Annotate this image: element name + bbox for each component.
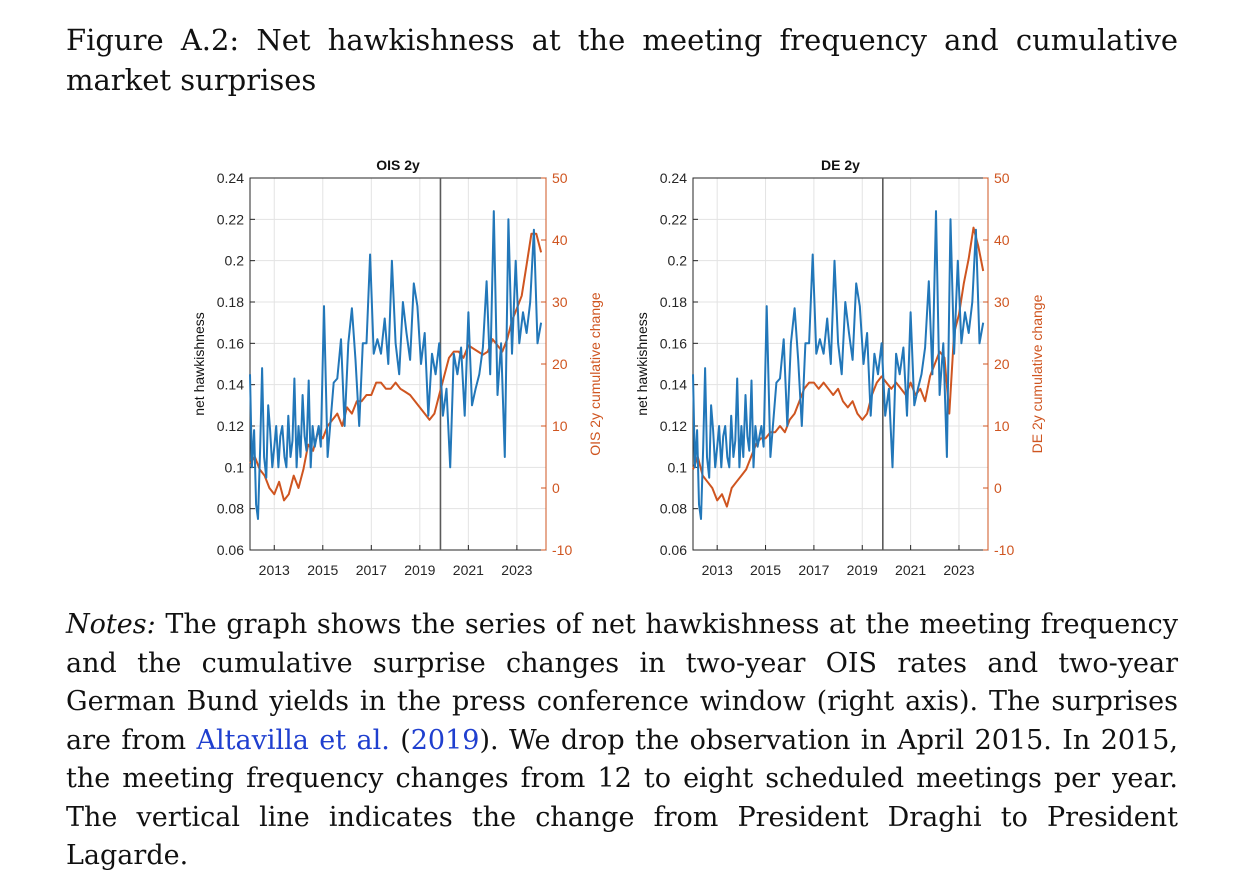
chart-1-xtick-label: 2015: [307, 562, 338, 578]
chart-1-ytick-left-label: 0.1: [225, 459, 245, 475]
chart-1-ytick-right-label: 0: [552, 480, 560, 496]
figure-notes: Notes: The graph shows the series of net…: [66, 606, 1178, 876]
chart-1-ylabel-left: net hawkishness: [191, 312, 207, 416]
chart-1-ytick-right-label: 40: [552, 232, 568, 248]
chart-2-ytick-left-label: 0.12: [660, 418, 687, 434]
chart-1-series-cumulative-change-line: [249, 232, 543, 502]
chart-2-ytick-left-label: 0.1: [668, 459, 688, 475]
chart-1-xtick-label: 2019: [404, 562, 435, 578]
chart-1-ytick-right-label: 30: [552, 294, 568, 310]
chart-1-ytick-left-label: 0.14: [217, 377, 244, 393]
chart-2-xtick-label: 2023: [943, 562, 974, 578]
chart-2-xtick-label: 2013: [702, 562, 733, 578]
chart-1-ytick-left-label: 0.08: [217, 501, 244, 517]
chart-1-ytick-right-label: 50: [552, 170, 568, 186]
notes-label: Notes:: [66, 609, 156, 640]
chart-1-xtick-label: 2021: [453, 562, 484, 578]
chart-2-xtick-label: 2019: [847, 562, 878, 578]
chart-1-ytick-right-label: -10: [552, 542, 572, 558]
chart-1-ytick-left-label: 0.06: [217, 542, 244, 558]
citation-close: ).: [479, 724, 499, 756]
chart-1-ytick-left-label: 0.2: [225, 253, 245, 269]
chart-2-ytick-right-label: 20: [994, 356, 1010, 372]
chart-1-xtick-label: 2017: [356, 562, 387, 578]
chart-2-ylabel-right: DE 2y cumulative change: [1029, 294, 1045, 453]
chart-2-xtick-label: 2021: [895, 562, 926, 578]
chart-1-ytick-left-label: 0.22: [217, 211, 244, 227]
chart-2-series-cumulative-change-line: [692, 226, 985, 508]
chart-1-title: OIS 2y: [376, 157, 420, 173]
chart-2-ytick-left-label: 0.22: [660, 211, 687, 227]
chart-1-ytick-right-label: 10: [552, 418, 568, 434]
figure-charts: 0.06 0.08 0.1 0.12 0.14 0.16 0.18 0.2 0.22 0.24 -1…: [191, 157, 1045, 578]
chart-1-ytick-left-label: 0.18: [217, 294, 244, 310]
chart-2-ytick-left-label: 0.24: [660, 170, 687, 186]
chart-2-ytick-right-label: 0: [994, 480, 1002, 496]
chart-1-ytick-left-label: 0.12: [217, 418, 244, 434]
chart-1-ylabel-right: OIS 2y cumulative change: [587, 292, 603, 456]
chart-2-ytick-left-label: 0.18: [660, 294, 687, 310]
figure-caption: Figure A.2: Net hawkishness at the meeti…: [66, 20, 1178, 100]
chart-2-ytick-right-label: -10: [994, 542, 1014, 558]
chart-2-ytick-right-label: 50: [994, 170, 1010, 186]
chart-2-xtick-label: 2017: [798, 562, 829, 578]
citation-open: (: [389, 724, 411, 756]
chart-2-ytick-left-label: 0.2: [668, 253, 688, 269]
chart-1-xtick-label: 2023: [501, 562, 532, 578]
chart-2-ytick-right-label: 10: [994, 418, 1010, 434]
chart-2-ylabel-left: net hawkishness: [634, 312, 650, 416]
chart-2-ytick-right-label: 40: [994, 232, 1010, 248]
chart-2-xtick-label: 2015: [750, 562, 781, 578]
chart-1-ytick-right-label: 20: [552, 356, 568, 372]
chart-1-xtick-label: 2013: [259, 562, 290, 578]
chart-2-title: DE 2y: [821, 157, 860, 173]
chart-1-ytick-left-label: 0.24: [217, 170, 244, 186]
chart-1-series-net-hawkishness-line: [249, 210, 543, 520]
chart-1-ytick-left-label: 0.16: [217, 335, 244, 351]
caption-text: Figure A.2: Net hawkishness at the meeti…: [66, 23, 1178, 97]
notes-text-2: We drop the observation in April 2015. I…: [66, 724, 1178, 872]
chart-2-series-net-hawkishness-line: [692, 210, 985, 520]
notes-text-1: The graph shows the series of net hawkis…: [66, 609, 1179, 756]
chart-2-ytick-right-label: 30: [994, 294, 1010, 310]
chart-2-ytick-left-label: 0.14: [660, 377, 687, 393]
citation-year-link[interactable]: 2019: [410, 724, 480, 756]
chart-2-ytick-left-label: 0.06: [660, 542, 687, 558]
citation-author-link[interactable]: Altavilla et al.: [196, 724, 390, 756]
chart-2-ytick-left-label: 0.08: [660, 501, 687, 517]
chart-2-ytick-left-label: 0.16: [660, 335, 687, 351]
